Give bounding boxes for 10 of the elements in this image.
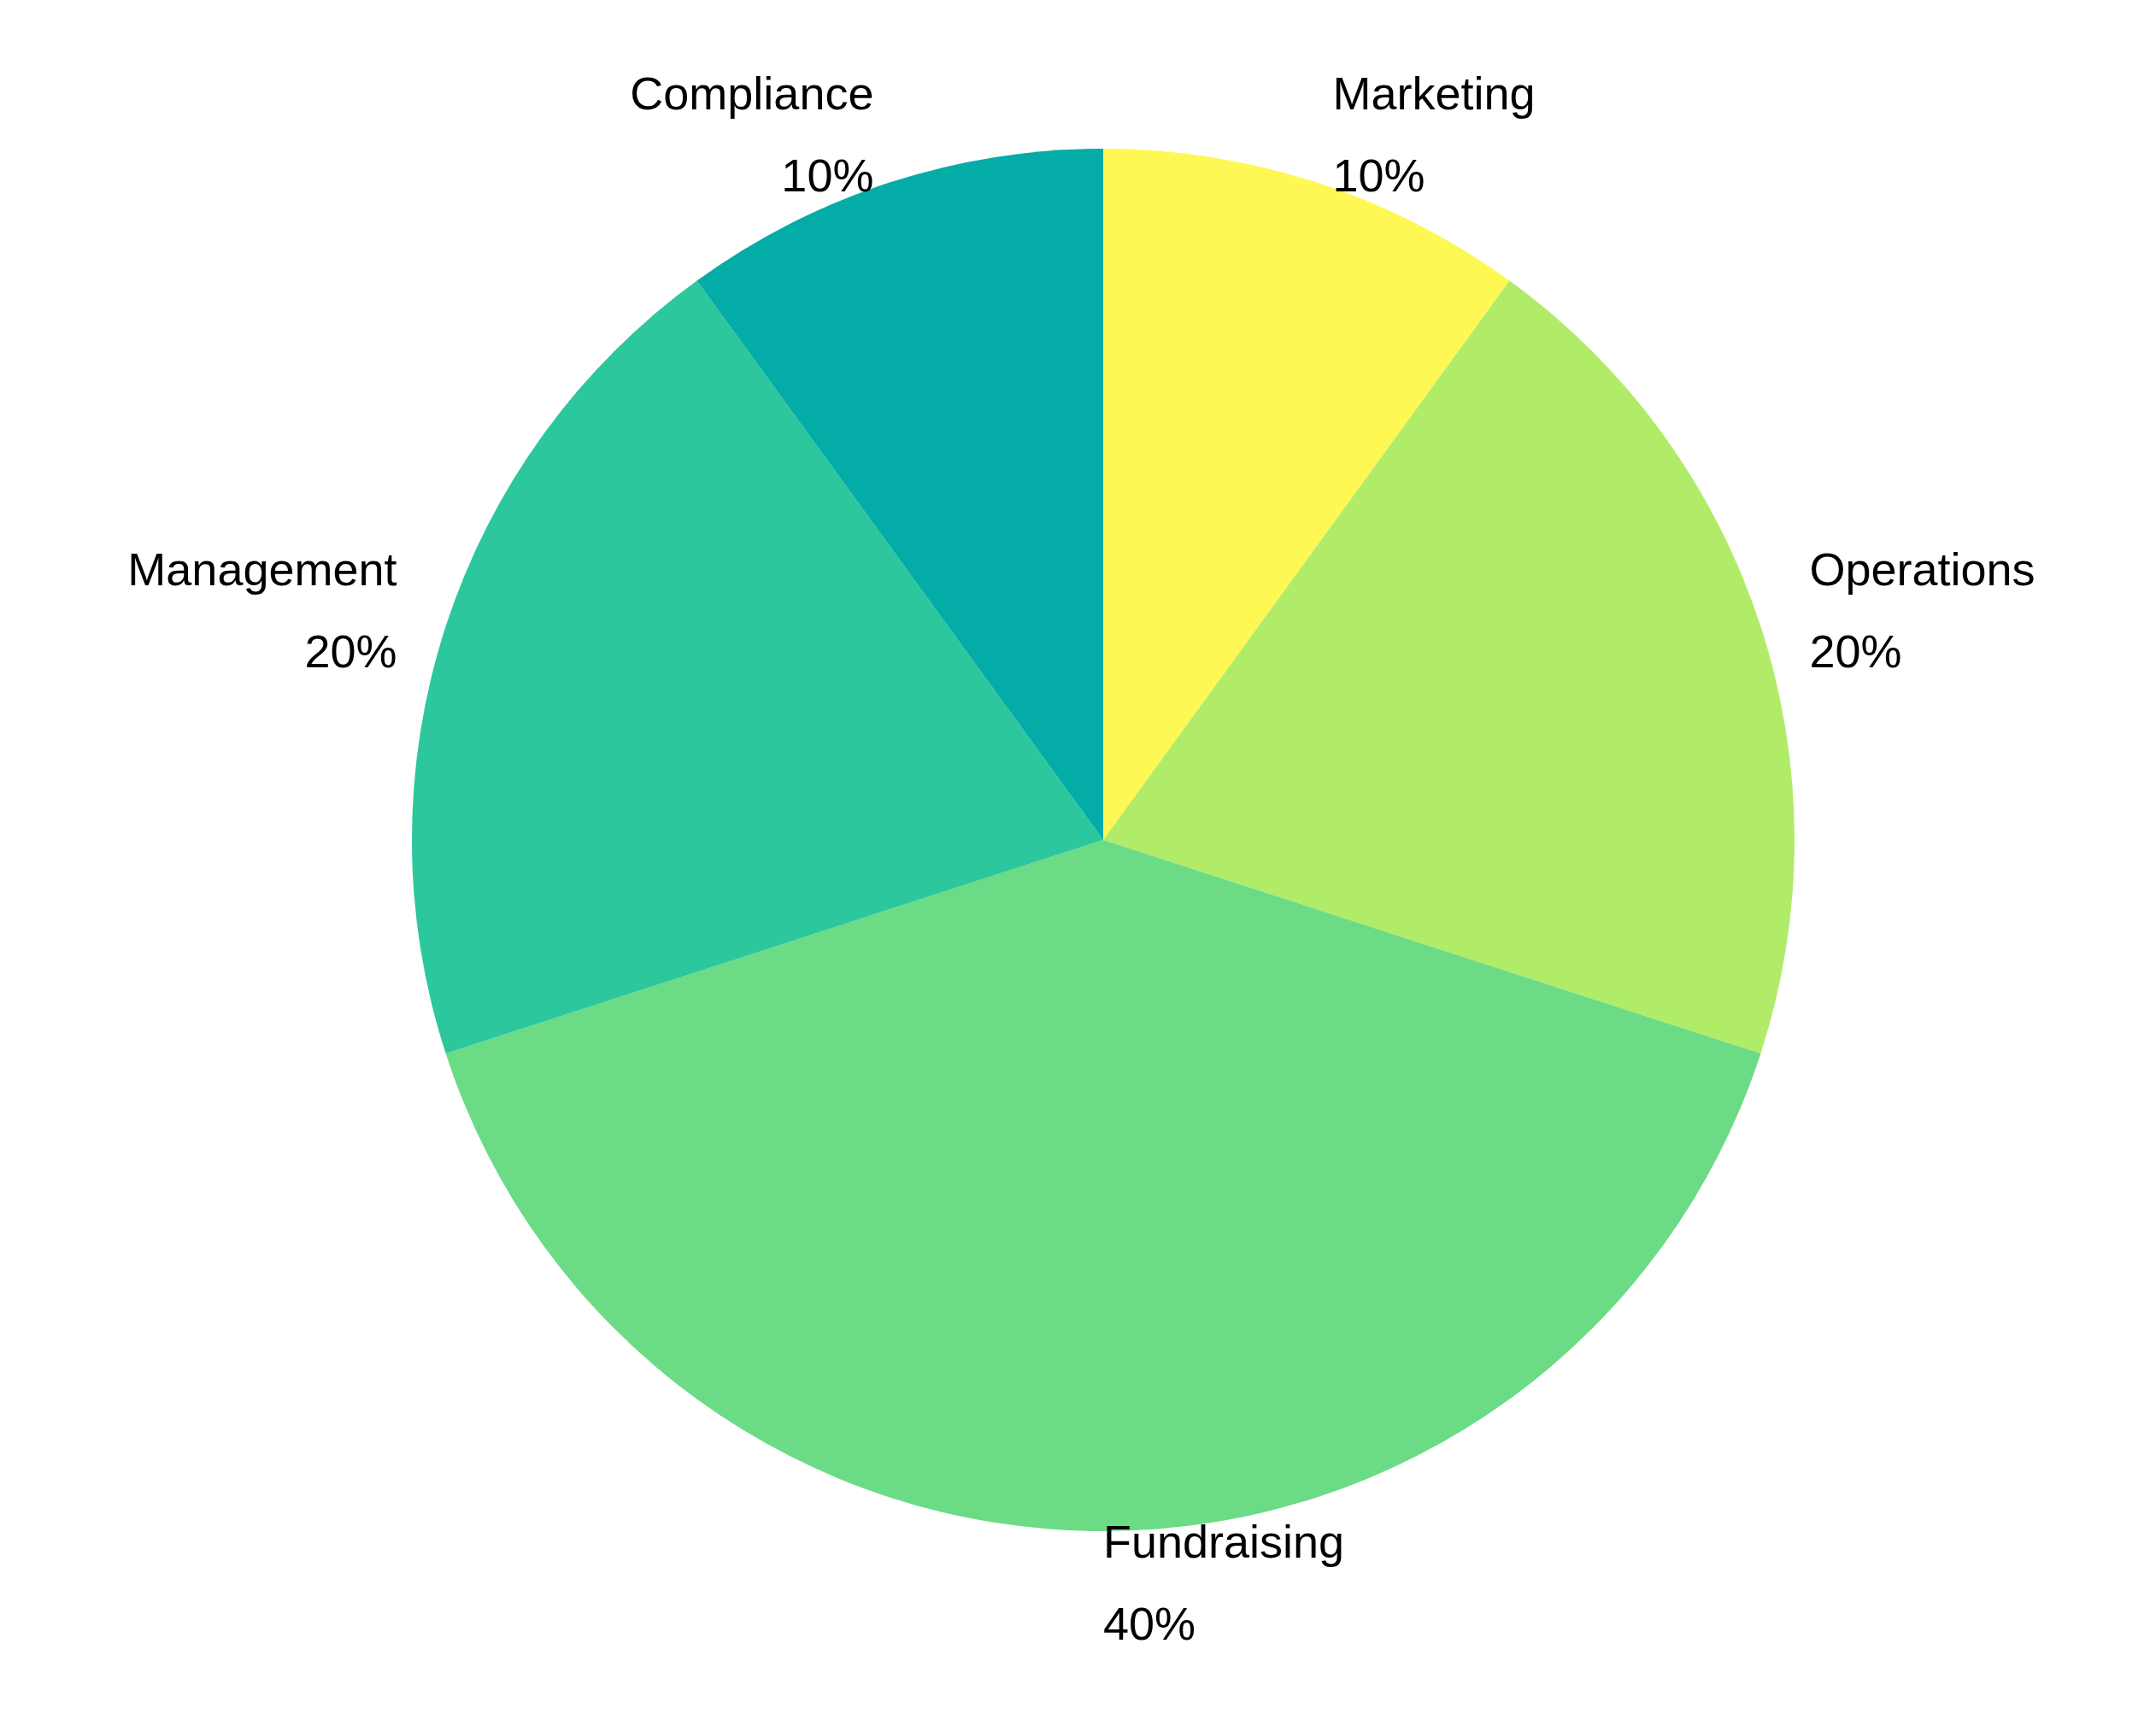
slice-label: Fundraising [1103,1516,1345,1567]
data-label: 20% [1809,625,1902,678]
data-label: 40% [1103,1598,1196,1649]
data-label: 10% [1332,149,1425,201]
slice-label: Compliance [630,67,874,119]
data-label: 20% [304,625,397,678]
slice-label: Marketing [1332,67,1536,119]
slice-label: Management [127,543,397,596]
data-label: 10% [781,149,874,201]
slice-label: Operations [1809,543,2036,596]
